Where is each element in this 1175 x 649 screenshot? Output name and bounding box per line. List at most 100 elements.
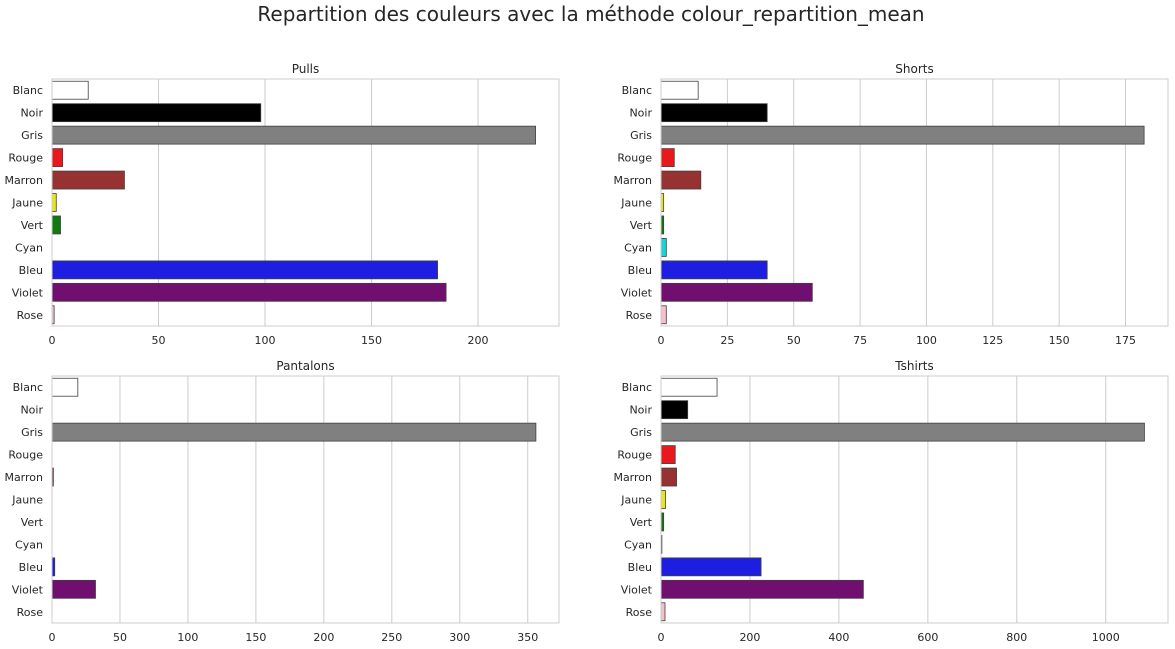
xtick-label-tshirts-600: 600 <box>917 631 938 644</box>
ytick-label-pulls-violet: Violet <box>12 286 44 299</box>
ytick-label-pantalons-cyan: Cyan <box>15 538 43 551</box>
ytick-label-pulls-bleu: Bleu <box>19 264 43 277</box>
bar-shorts-violet <box>660 282 813 302</box>
ytick-label-pantalons-marron: Marron <box>4 471 43 484</box>
bar-pulls-blanc <box>51 80 89 100</box>
bar-tshirts-gris <box>660 422 1145 442</box>
bar-pulls-gris <box>51 125 536 145</box>
bar-tshirts-blanc <box>660 377 718 397</box>
xtick-label-tshirts-1000: 1000 <box>1092 631 1120 644</box>
bar-shorts-rouge <box>660 148 675 167</box>
xtick-label-tshirts-400: 400 <box>828 631 849 644</box>
axes-frame-shorts <box>660 78 1169 327</box>
subplot-pantalons: Pantalons Blanc Noir Gris Rouge Marron Jaune Ve… <box>4 359 560 644</box>
ytick-label-shorts-violet: Violet <box>621 286 653 299</box>
ytick-label-shorts-bleu: Bleu <box>628 264 652 277</box>
ytick-label-pantalons-vert: Vert <box>21 516 44 529</box>
ytick-label-pulls-vert: Vert <box>21 219 44 232</box>
bar-shorts-bleu <box>660 260 768 280</box>
axes-frame-pulls <box>51 78 560 327</box>
ytick-label-tshirts-noir: Noir <box>629 404 652 417</box>
ytick-label-shorts-gris: Gris <box>630 129 652 142</box>
ytick-label-pulls-rouge: Rouge <box>8 152 43 165</box>
ytick-label-tshirts-blanc: Blanc <box>622 381 652 394</box>
ytick-label-pulls-jaune: Jaune <box>11 197 43 210</box>
bar-pulls-jaune <box>51 193 57 212</box>
ytick-label-tshirts-rouge: Rouge <box>617 449 652 462</box>
ytick-label-shorts-cyan: Cyan <box>624 241 652 254</box>
bar-tshirts-noir <box>660 400 689 420</box>
bar-pantalons-blanc <box>51 377 79 397</box>
figure-suptitle: Repartition des couleurs avec la méthode… <box>257 2 924 26</box>
ytick-label-pantalons-violet: Violet <box>12 583 44 596</box>
xtick-label-pantalons-150: 150 <box>245 631 266 644</box>
xtick-label-shorts-25: 25 <box>720 334 734 347</box>
bar-tshirts-violet <box>660 579 864 599</box>
ytick-label-tshirts-cyan: Cyan <box>624 538 652 551</box>
bar-pulls-noir <box>51 103 262 123</box>
bar-shorts-rose <box>660 305 667 325</box>
bar-pantalons-violet <box>51 579 96 599</box>
ytick-label-tshirts-gris: Gris <box>630 426 652 439</box>
ytick-label-tshirts-violet: Violet <box>621 583 653 596</box>
ytick-label-pulls-blanc: Blanc <box>13 84 43 97</box>
xtick-label-pantalons-350: 350 <box>517 631 538 644</box>
xtick-label-shorts-50: 50 <box>787 334 801 347</box>
subplot-title-tshirts: Tshirts <box>894 359 933 373</box>
ytick-label-shorts-rose: Rose <box>626 309 653 322</box>
subplot-title-pulls: Pulls <box>292 62 320 76</box>
ytick-label-pantalons-noir: Noir <box>20 404 43 417</box>
xtick-label-shorts-175: 175 <box>1115 334 1136 347</box>
ytick-label-tshirts-bleu: Bleu <box>628 561 652 574</box>
bar-shorts-gris <box>660 125 1145 145</box>
xtick-label-tshirts-800: 800 <box>1006 631 1027 644</box>
bar-pantalons-gris <box>51 422 537 442</box>
bar-pulls-marron <box>51 170 125 190</box>
ytick-label-pulls-marron: Marron <box>4 174 43 187</box>
axes-frame-pantalons <box>51 375 560 624</box>
ytick-label-pantalons-rouge: Rouge <box>8 449 43 462</box>
ytick-label-pantalons-jaune: Jaune <box>11 494 43 507</box>
xtick-label-pantalons-0: 0 <box>49 631 56 644</box>
subplot-shorts: Shorts Blanc Noir Gris Rouge Marron Jaune Vert C… <box>613 62 1169 347</box>
xtick-label-pantalons-100: 100 <box>177 631 198 644</box>
bar-shorts-cyan <box>660 238 667 257</box>
ytick-label-pulls-rose: Rose <box>17 309 44 322</box>
bar-tshirts-jaune <box>660 490 666 509</box>
xtick-label-pulls-0: 0 <box>49 334 56 347</box>
bar-tshirts-rose <box>660 602 666 622</box>
bar-tshirts-marron <box>660 467 677 487</box>
ytick-label-pantalons-gris: Gris <box>21 426 43 439</box>
ytick-label-pulls-noir: Noir <box>20 107 43 120</box>
bar-shorts-marron <box>660 170 702 190</box>
bar-tshirts-rouge <box>660 445 676 464</box>
ytick-label-tshirts-marron: Marron <box>613 471 652 484</box>
bar-tshirts-bleu <box>660 557 762 577</box>
ytick-label-shorts-jaune: Jaune <box>620 197 652 210</box>
bar-shorts-blanc <box>660 80 699 100</box>
bar-pulls-rouge <box>51 148 64 167</box>
ytick-label-shorts-vert: Vert <box>630 219 653 232</box>
bar-pulls-violet <box>51 282 447 302</box>
ytick-label-pantalons-rose: Rose <box>17 606 44 619</box>
ytick-label-tshirts-jaune: Jaune <box>620 494 652 507</box>
xtick-label-tshirts-200: 200 <box>739 631 760 644</box>
bar-shorts-noir <box>660 103 768 123</box>
ytick-label-shorts-rouge: Rouge <box>617 152 652 165</box>
xtick-label-pantalons-200: 200 <box>313 631 334 644</box>
subplot-title-shorts: Shorts <box>895 62 933 76</box>
xtick-label-shorts-100: 100 <box>916 334 937 347</box>
ytick-label-shorts-blanc: Blanc <box>622 84 652 97</box>
xtick-label-pantalons-300: 300 <box>449 631 470 644</box>
subplots-group: Pulls Blanc Noir Gris Rouge Marron Jaune Vert Cy… <box>4 62 1169 644</box>
subplot-tshirts: Tshirts Blanc Noir Gris Rouge Marron Jaune Vert… <box>613 359 1169 644</box>
xtick-label-shorts-150: 150 <box>1049 334 1070 347</box>
ytick-label-shorts-noir: Noir <box>629 107 652 120</box>
axes-frame-tshirts <box>660 375 1169 624</box>
xtick-label-pantalons-250: 250 <box>381 631 402 644</box>
xtick-label-shorts-75: 75 <box>853 334 867 347</box>
xtick-label-pantalons-50: 50 <box>113 631 127 644</box>
xtick-label-pulls-100: 100 <box>255 334 276 347</box>
xtick-label-shorts-0: 0 <box>658 334 665 347</box>
ytick-label-pantalons-bleu: Bleu <box>19 561 43 574</box>
